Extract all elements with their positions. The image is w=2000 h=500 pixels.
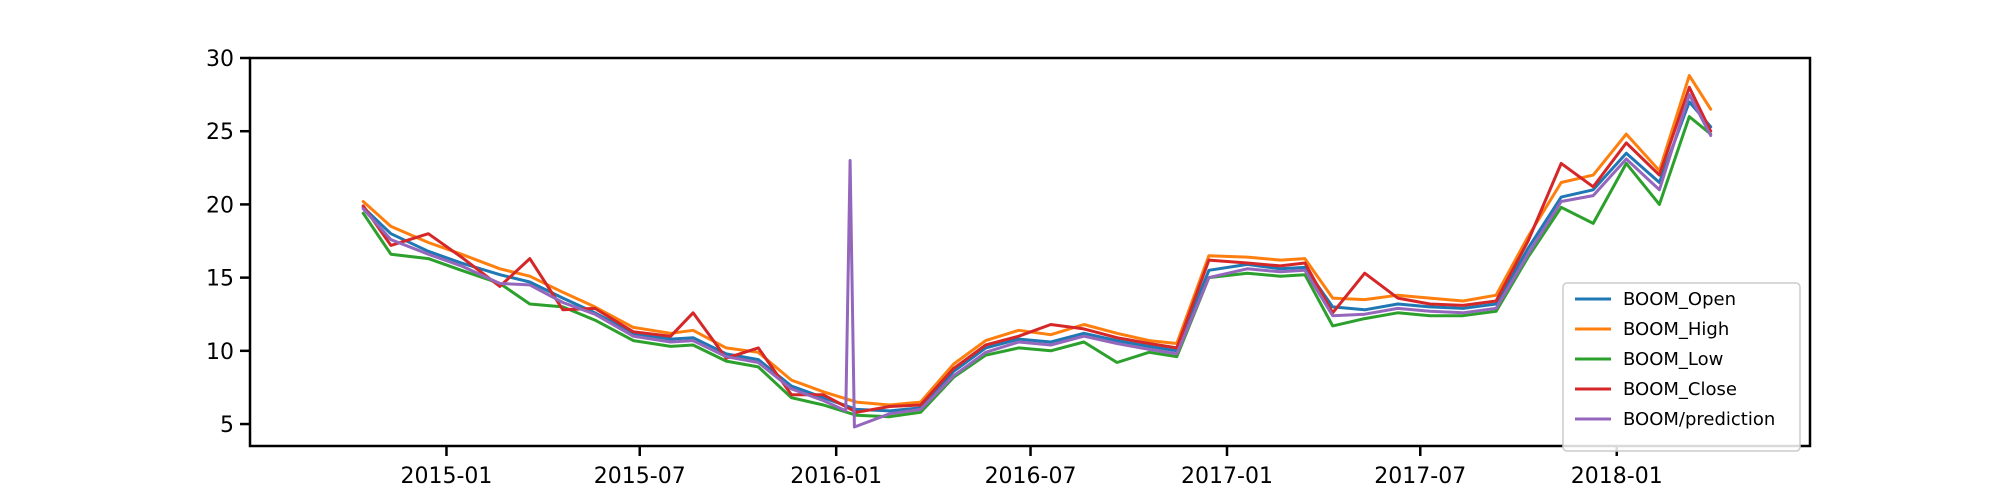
series-line-2 bbox=[361, 115, 1713, 419]
x-tick-label-3: 2016-07 bbox=[985, 464, 1077, 489]
x-tick-label-6: 2018-01 bbox=[1571, 464, 1663, 489]
series-layer bbox=[361, 74, 1713, 429]
legend-box bbox=[1562, 282, 1801, 452]
x-tick-label-1: 2015-07 bbox=[594, 464, 686, 489]
y-tick-label-0: 5 bbox=[220, 413, 234, 438]
legend-label-2: BOOM_Low bbox=[1623, 349, 1723, 370]
legend-label-3: BOOM_Close bbox=[1623, 379, 1737, 400]
x-tick-label-0: 2015-01 bbox=[401, 464, 493, 489]
x-tick-label-2: 2016-01 bbox=[790, 464, 882, 489]
series-line-3 bbox=[361, 85, 1713, 414]
y-tick-label-1: 10 bbox=[206, 340, 234, 365]
x-axis: 2015-01 2015-07 2016-01 2016-07 2017-01 2017-… bbox=[401, 446, 1663, 489]
legend-label-1: BOOM_High bbox=[1623, 319, 1729, 340]
legend-label-4: BOOM/prediction bbox=[1623, 409, 1775, 430]
y-tick-label-5: 30 bbox=[206, 47, 234, 72]
y-tick-label-2: 15 bbox=[206, 267, 234, 292]
legend-label-0: BOOM_Open bbox=[1623, 289, 1736, 310]
legend: BOOM_Open BOOM_High BOOM_Low BOOM_Close BOOM… bbox=[1562, 282, 1801, 452]
y-tick-label-4: 25 bbox=[206, 120, 234, 145]
x-tick-label-5: 2017-07 bbox=[1374, 464, 1466, 489]
y-axis: 5 10 15 20 25 30 bbox=[206, 47, 250, 438]
y-tick-label-3: 20 bbox=[206, 193, 234, 218]
x-tick-label-4: 2017-01 bbox=[1181, 464, 1273, 489]
series-line-4 bbox=[361, 93, 1713, 429]
